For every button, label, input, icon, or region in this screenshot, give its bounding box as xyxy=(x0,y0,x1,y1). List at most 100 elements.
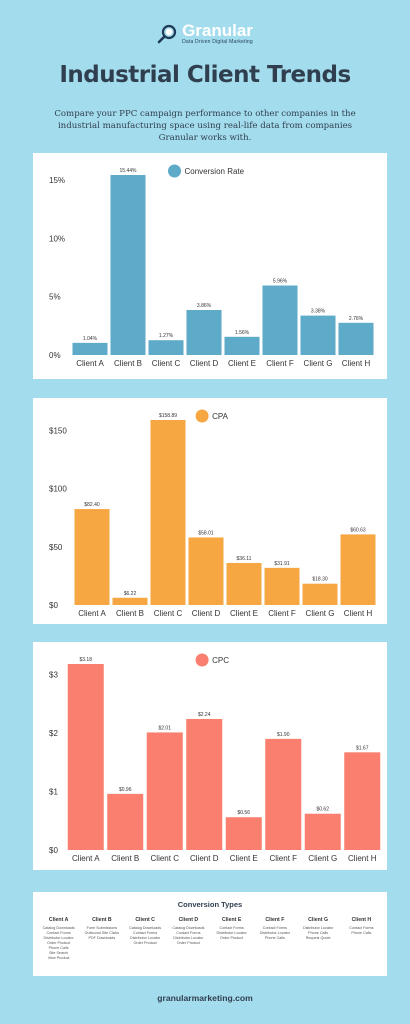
legend: CPC xyxy=(195,653,229,667)
x-tick-label: Client G xyxy=(306,609,335,618)
cpa-chart: CPA $0 $50 $100 $150 $82.40 Client A $6.22 Clien… xyxy=(49,409,376,618)
conversion-type-item: Catalog Downloads xyxy=(172,926,205,930)
chart-panel-conversion-rate: Conversion Rate 0% 5% 10% 15% 1.04% Client A 15… xyxy=(33,153,387,379)
x-tick-label: Client E xyxy=(230,609,258,618)
conversion-type-item: Distributor Locator xyxy=(43,936,74,940)
conversion-types-grid: Client A Catalog Downloads Contact Forms Di… xyxy=(33,917,387,961)
logo-name: Granular xyxy=(182,21,253,40)
bar xyxy=(302,583,338,605)
bar xyxy=(186,310,222,355)
data-label: $18.30 xyxy=(312,577,328,583)
conversion-type-item: Contact Forms xyxy=(219,926,244,930)
data-label: $36.11 xyxy=(237,556,252,562)
logo: Granular Data Driven Digital Marketing xyxy=(0,22,410,49)
conversion-type-column: Client A Catalog Downloads Contact Forms Di… xyxy=(37,917,80,961)
x-tick-label: Client H xyxy=(342,359,371,368)
bar xyxy=(338,322,374,355)
conversion-type-item: Order Product xyxy=(176,941,200,945)
x-tick-label: Client C xyxy=(154,609,183,618)
logo-tagline: Data Driven Digital Marketing xyxy=(182,39,253,45)
chart-panel-cpa: CPA $0 $50 $100 $150 $82.40 Client A $6.22 Clien… xyxy=(33,398,387,624)
x-tick-label: Client D xyxy=(190,854,219,863)
conversion-type-client: Client B xyxy=(92,917,112,923)
bar xyxy=(344,752,381,850)
x-tick-label: Client F xyxy=(269,854,297,863)
x-tick-label: Client B xyxy=(114,359,142,368)
conversion-type-item: Distributor Locator xyxy=(216,931,247,935)
legend-swatch xyxy=(168,164,181,178)
conversion-type-item: Contact Forms xyxy=(349,926,374,930)
footer-url[interactable]: granularmarketing.com xyxy=(157,993,253,1003)
conversion-type-item: Contact Forms xyxy=(133,931,158,935)
conversion-type-item: Distributor Locator xyxy=(259,931,290,935)
bar xyxy=(265,738,302,850)
conversion-type-item: Distributor Locator xyxy=(130,936,161,940)
conversion-type-item: Catalog Downloads xyxy=(129,926,162,930)
x-tick-label: Client D xyxy=(190,359,219,368)
conversion-type-item: Order Product xyxy=(220,936,244,940)
conversion-type-column: Client G Distributor Locator Phone Calls Re… xyxy=(297,917,340,961)
x-tick-label: Client E xyxy=(228,359,256,368)
cpc-chart: CPC $0 $1 $2 $3 $3.18 Client A $0.96 Client B $2.… xyxy=(49,653,381,863)
x-tick-label: Client C xyxy=(152,359,181,368)
bar xyxy=(148,340,184,355)
conversion-type-item: Request Quote xyxy=(305,936,331,940)
conversion-type-item: Phone Calls xyxy=(351,931,372,935)
y-tick-label: $100 xyxy=(49,485,67,494)
data-label: 2.76% xyxy=(349,316,364,322)
x-tick-label: Client A xyxy=(76,359,104,368)
conversion-type-item: View Product xyxy=(47,956,70,960)
magnifier-icon xyxy=(157,24,177,43)
y-tick-label: 10% xyxy=(49,234,65,243)
x-tick-label: Client C xyxy=(151,854,180,863)
bar xyxy=(74,509,110,605)
bar xyxy=(340,534,376,605)
bar xyxy=(72,342,108,355)
bar xyxy=(112,597,148,605)
x-tick-label: Client A xyxy=(78,609,106,618)
conversion-type-item: Phone Calls xyxy=(48,946,69,950)
data-label: $2.24 xyxy=(198,712,211,718)
conversion-type-item: Distributor Locator xyxy=(173,936,204,940)
conversion-type-column: Client E Contact Forms Distributor Locator… xyxy=(210,917,253,961)
data-label: $0.96 xyxy=(119,787,132,793)
conversion-type-item: Site Search xyxy=(49,951,69,955)
bar xyxy=(264,567,300,605)
data-label: $58.01 xyxy=(198,530,214,536)
legend-swatch xyxy=(195,409,209,423)
conversion-type-column: Client D Catalog Downloads Contact Forms Di… xyxy=(167,917,210,961)
x-tick-label: Client G xyxy=(308,854,337,863)
bar xyxy=(224,336,260,355)
conversion-type-client: Client D xyxy=(178,917,199,923)
y-tick-label: 0% xyxy=(49,351,61,360)
y-tick-label: $50 xyxy=(49,543,63,552)
chart-panel-cpc: CPC $0 $1 $2 $3 $3.18 Client A $0.96 Client B $2.… xyxy=(33,642,387,870)
data-label: 1.56% xyxy=(235,330,250,336)
conversion-type-item: Order Product xyxy=(47,941,71,945)
data-label: $3.18 xyxy=(79,657,92,663)
conversion-type-item: Catalog Downloads xyxy=(42,926,75,930)
x-tick-label: Client F xyxy=(266,359,294,368)
data-label: $1.90 xyxy=(277,732,290,738)
conversion-type-client: Client F xyxy=(265,917,285,923)
data-label: 1.04% xyxy=(83,336,98,342)
data-label: 3.86% xyxy=(197,303,212,309)
legend-label: CPC xyxy=(212,656,229,665)
y-tick-label: $1 xyxy=(49,788,58,797)
bar xyxy=(67,664,104,850)
x-tick-label: Client B xyxy=(116,609,144,618)
data-label: $82.40 xyxy=(84,502,100,508)
y-tick-label: $0 xyxy=(49,601,58,610)
bar xyxy=(146,732,183,850)
y-tick-label: $0 xyxy=(49,846,58,855)
data-label: $1.67 xyxy=(356,745,369,751)
conversion-types-panel: Conversion Types Client A Catalog Downloa… xyxy=(33,892,387,976)
data-label: 3.38% xyxy=(311,309,326,315)
x-tick-label: Client E xyxy=(230,854,258,863)
conversion-type-client: Client A xyxy=(48,917,69,923)
y-tick-label: $3 xyxy=(49,671,58,680)
x-tick-label: Client H xyxy=(348,854,377,863)
data-label: $60.63 xyxy=(350,527,366,533)
bar xyxy=(188,537,224,605)
page-subtitle: Compare your PPC campaign performance to… xyxy=(54,109,356,143)
